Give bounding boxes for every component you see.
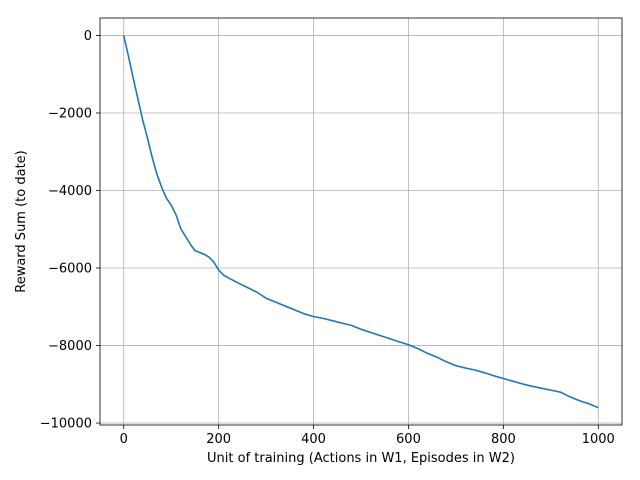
grid [100, 18, 622, 425]
y-tick-label: 0 [84, 29, 92, 44]
y-axis: 0 −2000 −4000 −6000 −8000 −10000 [40, 29, 100, 432]
y-tick-label: −6000 [48, 262, 92, 277]
x-tick-label: 600 [396, 432, 421, 447]
y-tick-label: −10000 [40, 417, 92, 432]
plot-frame [99, 17, 623, 426]
series-line [122, 35, 599, 409]
x-tick-label: 200 [206, 432, 231, 447]
y-axis-label: Reward Sum (to date) [14, 150, 29, 292]
x-tick-label: 800 [491, 432, 516, 447]
series-layer [122, 35, 599, 409]
y-tick-label: −2000 [48, 106, 92, 121]
x-axis: 0 200 400 600 800 1000 [120, 425, 615, 447]
y-tick-label: −8000 [48, 339, 92, 354]
x-tick-label: 1000 [582, 432, 615, 447]
x-axis-label: Unit of training (Actions in W1, Episode… [207, 451, 515, 466]
x-tick-label: 400 [301, 432, 326, 447]
x-tick-label: 0 [120, 432, 128, 447]
y-tick-label: −4000 [48, 184, 92, 199]
